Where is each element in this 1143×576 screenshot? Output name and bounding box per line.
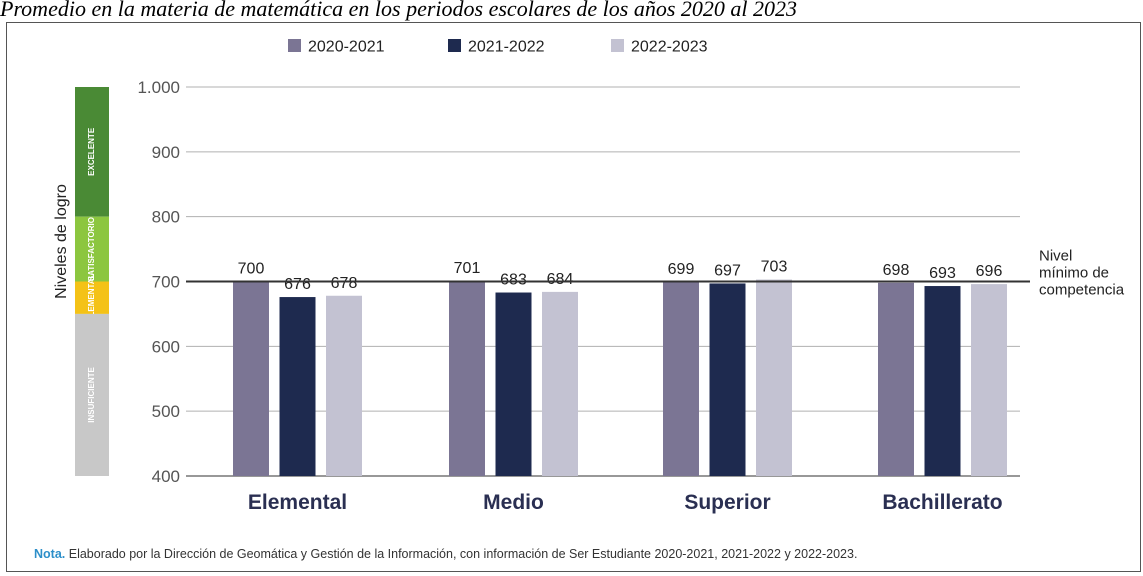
bar-value-label: 696 xyxy=(976,263,1003,280)
y-tick-label: 900 xyxy=(152,143,180,162)
bar-value-label: 678 xyxy=(331,275,358,292)
bar-value-label: 700 xyxy=(238,261,265,278)
bar-value-label: 699 xyxy=(668,261,695,278)
bar xyxy=(971,284,1007,476)
y-axis-label: Niveles de logro xyxy=(53,184,70,299)
legend-swatch xyxy=(288,39,301,52)
y-tick-label: 1.000 xyxy=(137,78,180,97)
bars xyxy=(233,279,1007,476)
legend-label: 2021-2022 xyxy=(468,39,545,56)
x-category-label: Superior xyxy=(684,491,770,514)
bar-value-label: 697 xyxy=(714,262,741,279)
legend-label: 2022-2023 xyxy=(631,39,708,56)
y-tick-label: 400 xyxy=(152,467,180,486)
bar xyxy=(279,297,316,476)
bar-value-label: 693 xyxy=(929,265,956,282)
legend-swatch xyxy=(611,39,624,52)
bar-value-label: 683 xyxy=(500,272,527,289)
bar-value-label: 684 xyxy=(547,271,574,288)
figure-caption: Promedio en la materia de matemática en … xyxy=(0,0,797,21)
bar-value-label: 703 xyxy=(761,259,788,276)
y-tick-label: 800 xyxy=(152,208,180,227)
footnote-text: Elaborado por la Dirección de Geomática … xyxy=(68,547,858,561)
x-category-label: Medio xyxy=(483,491,544,514)
bar xyxy=(449,280,485,476)
bar-value-label: 676 xyxy=(284,276,311,293)
level-label: SATISFACTORIO xyxy=(87,217,96,281)
bar xyxy=(542,291,578,476)
x-category-label: Elemental xyxy=(248,491,347,514)
bar xyxy=(924,286,961,476)
bar xyxy=(878,282,914,476)
bar xyxy=(233,281,269,476)
legend: 2020-2021 2021-2022 2022-2023 xyxy=(288,39,708,56)
bar xyxy=(709,283,746,476)
reference-line-label: mínimo de xyxy=(1039,265,1109,282)
legend-swatch xyxy=(448,39,461,52)
level-label: ELEMENTAL xyxy=(87,273,96,321)
level-band-satisfactorio xyxy=(75,216,109,282)
reference-line-label: Nivel xyxy=(1039,248,1072,265)
x-category-label: Bachillerato xyxy=(882,491,1002,514)
bar xyxy=(756,279,792,476)
bar-value-label: 701 xyxy=(454,260,481,277)
bar-value-label: 698 xyxy=(883,262,910,279)
level-label: EXCELENTE xyxy=(87,127,96,176)
footnote-label: Nota. xyxy=(34,547,66,561)
bar xyxy=(495,292,532,476)
level-band-insuficiente xyxy=(75,313,109,476)
chart-frame xyxy=(6,22,1141,572)
level-band-elemental xyxy=(75,281,109,314)
level-label: INSUFICIENTE xyxy=(87,367,96,423)
legend-label: 2020-2021 xyxy=(308,39,385,56)
level-band-excelente xyxy=(75,87,109,217)
y-tick-label: 600 xyxy=(152,337,180,356)
y-tick-label: 700 xyxy=(152,273,180,292)
y-tick-label: 500 xyxy=(152,402,180,421)
footnote: Nota. Elaborado por la Dirección de Geom… xyxy=(34,547,857,561)
reference-line-label: competencia xyxy=(1039,282,1125,299)
bar xyxy=(326,295,362,476)
bar xyxy=(663,282,699,476)
data-labels: 700 676 678 Elemental 701 683 684 Medio 699 697 70… xyxy=(186,248,1125,514)
